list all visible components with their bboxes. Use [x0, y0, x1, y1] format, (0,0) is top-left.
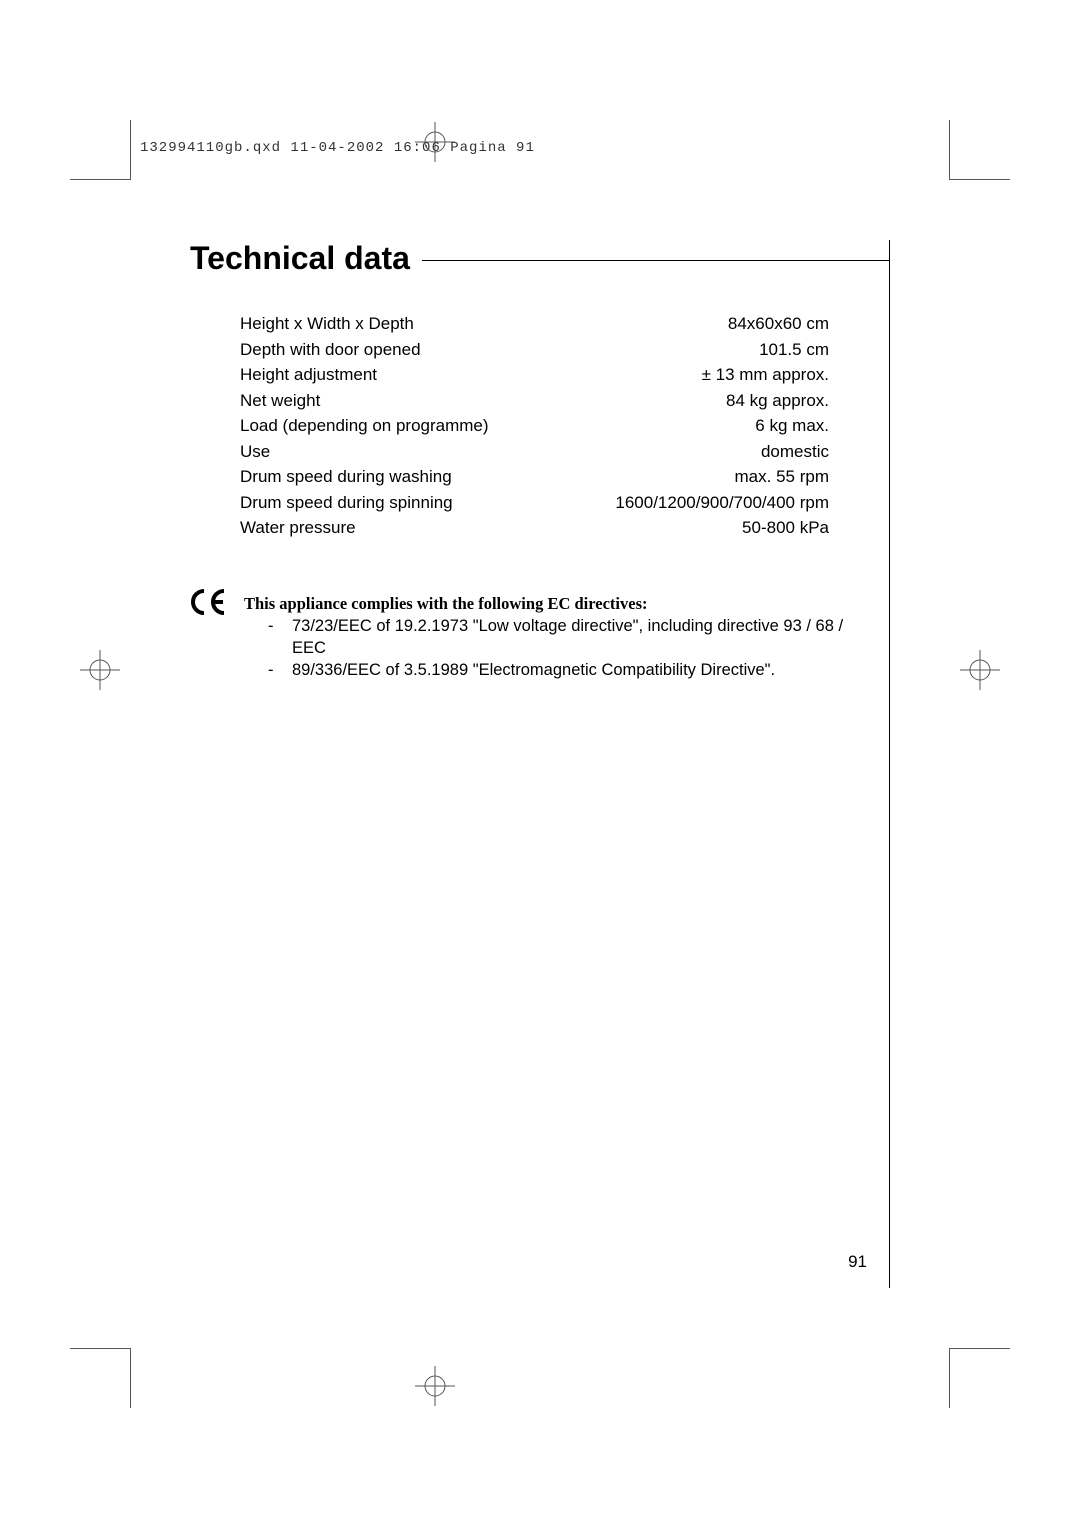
spec-label: Use	[240, 439, 270, 465]
crop-mark	[949, 120, 950, 180]
crop-mark	[70, 179, 130, 180]
spec-label: Drum speed during spinning	[240, 490, 453, 516]
spec-label: Water pressure	[240, 515, 356, 541]
compliance-heading: This appliance complies with the followi…	[244, 593, 849, 615]
spec-row: Load (depending on programme) 6 kg max.	[240, 413, 829, 439]
page-content: Technical data Height x Width x Depth 84…	[190, 240, 890, 1288]
spec-label: Height x Width x Depth	[240, 311, 414, 337]
spec-value: 6 kg max.	[755, 413, 829, 439]
spec-row: Water pressure 50-800 kPa	[240, 515, 829, 541]
spec-value: max. 55 rpm	[735, 464, 829, 490]
spec-value: ± 13 mm approx.	[702, 362, 829, 388]
crop-mark	[950, 1348, 1010, 1349]
spec-label: Depth with door opened	[240, 337, 421, 363]
spec-table: Height x Width x Depth 84x60x60 cm Depth…	[240, 311, 829, 541]
spec-value: 101.5 cm	[759, 337, 829, 363]
compliance-item-text: 89/336/EEC of 3.5.1989 "Electromagnetic …	[292, 659, 775, 681]
spec-row: Use domestic	[240, 439, 829, 465]
spec-label: Height adjustment	[240, 362, 377, 388]
ce-mark-icon	[190, 589, 228, 622]
spec-value: 50-800 kPa	[742, 515, 829, 541]
spec-value: 1600/1200/900/700/400 rpm	[615, 490, 829, 516]
crop-mark	[70, 1348, 130, 1349]
registration-mark-icon	[960, 650, 1000, 690]
spec-row: Depth with door opened 101.5 cm	[240, 337, 829, 363]
bullet-dash: -	[268, 659, 292, 681]
spec-value: domestic	[761, 439, 829, 465]
crop-mark	[949, 1348, 950, 1408]
spec-row: Net weight 84 kg approx.	[240, 388, 829, 414]
spec-value: 84 kg approx.	[726, 388, 829, 414]
spec-label: Load (depending on programme)	[240, 413, 489, 439]
title-row: Technical data	[190, 240, 889, 283]
spec-row: Drum speed during spinning 1600/1200/900…	[240, 490, 829, 516]
bullet-dash: -	[268, 615, 292, 660]
print-header: 132994110gb.qxd 11-04-2002 16:06 Pagina …	[140, 140, 535, 156]
page-number: 91	[848, 1252, 867, 1272]
spec-value: 84x60x60 cm	[728, 311, 829, 337]
spec-row: Drum speed during washing max. 55 rpm	[240, 464, 829, 490]
spec-label: Drum speed during washing	[240, 464, 452, 490]
spec-row: Height x Width x Depth 84x60x60 cm	[240, 311, 829, 337]
crop-mark	[950, 179, 1010, 180]
compliance-block: This appliance complies with the followi…	[190, 593, 849, 682]
compliance-item: - 73/23/EEC of 19.2.1973 "Low voltage di…	[268, 615, 849, 660]
registration-mark-icon	[415, 1366, 455, 1406]
compliance-item-text: 73/23/EEC of 19.2.1973 "Low voltage dire…	[292, 615, 849, 660]
registration-mark-icon	[80, 650, 120, 690]
spec-row: Height adjustment ± 13 mm approx.	[240, 362, 829, 388]
compliance-text: This appliance complies with the followi…	[244, 593, 849, 682]
registration-mark-icon	[415, 122, 455, 162]
title-rule	[422, 260, 889, 261]
spec-label: Net weight	[240, 388, 320, 414]
crop-mark	[130, 1348, 131, 1408]
compliance-item: - 89/336/EEC of 3.5.1989 "Electromagneti…	[268, 659, 849, 681]
crop-mark	[130, 120, 131, 180]
page-title: Technical data	[190, 240, 422, 283]
